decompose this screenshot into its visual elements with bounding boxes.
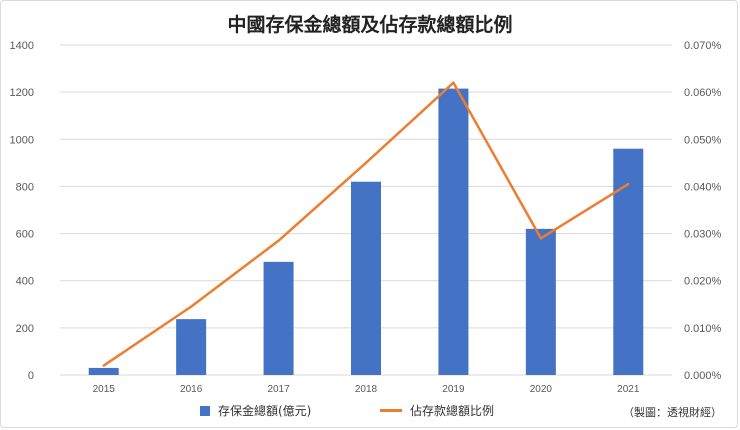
bar bbox=[438, 88, 469, 375]
y-right-tick-label: 0.050% bbox=[684, 134, 722, 146]
y-left-tick-label: 1000 bbox=[10, 134, 34, 146]
line-point bbox=[452, 81, 455, 84]
line-point bbox=[277, 239, 280, 242]
bar bbox=[351, 181, 381, 375]
y-left-tick-label: 1200 bbox=[10, 87, 34, 99]
x-tick-label: 2020 bbox=[530, 384, 553, 395]
chart-title: 中國存保金總額及佔存款總額比例 bbox=[227, 14, 513, 36]
line-point bbox=[627, 182, 630, 186]
y-right-tick-label: 0.070% bbox=[684, 40, 722, 52]
legend-item-line: 佔存款總額比例 bbox=[380, 402, 494, 419]
y-left-tick-label: 200 bbox=[16, 323, 34, 335]
y-left-tick-label: 0 bbox=[28, 370, 34, 382]
y-right-tick-label: 0.010% bbox=[684, 323, 722, 335]
x-tick-label: 2015 bbox=[93, 384, 116, 395]
bar bbox=[88, 367, 119, 375]
legend-label-line: 佔存款總額比例 bbox=[410, 404, 495, 418]
bar bbox=[263, 261, 294, 375]
x-tick-label: 2016 bbox=[180, 384, 203, 395]
y-right-tick-label: 0.060% bbox=[684, 87, 722, 99]
y-right-tick-label: 0.000% bbox=[684, 370, 722, 382]
y-left-tick-label: 400 bbox=[16, 276, 34, 288]
legend-item-bars: 存保金總額(億元) bbox=[200, 402, 311, 419]
x-tick-label: 2017 bbox=[267, 384, 290, 395]
y-left-tick-label: 1400 bbox=[10, 40, 34, 52]
x-tick-label: 2018 bbox=[355, 384, 378, 395]
line-point bbox=[102, 364, 105, 367]
y-right-tick-label: 0.020% bbox=[684, 276, 722, 288]
legend-label-bars: 存保金總額(億元) bbox=[218, 404, 312, 418]
x-tick-label: 2019 bbox=[442, 384, 465, 395]
legend-swatch-bars bbox=[200, 405, 210, 416]
line-point bbox=[189, 305, 193, 308]
y-right-tick-label: 0.040% bbox=[684, 181, 722, 193]
source-note: （製圖：透視財經） bbox=[623, 406, 722, 419]
line-point bbox=[364, 161, 368, 165]
legend-swatch-line bbox=[380, 409, 402, 412]
y-left-tick-label: 600 bbox=[16, 229, 34, 241]
line-point bbox=[539, 237, 543, 240]
y-left-tick-label: 800 bbox=[16, 181, 34, 193]
bar bbox=[176, 319, 207, 375]
y-right-tick-label: 0.030% bbox=[684, 229, 722, 241]
x-tick-label: 2021 bbox=[617, 384, 640, 395]
bar bbox=[613, 148, 644, 375]
bar bbox=[525, 228, 556, 375]
